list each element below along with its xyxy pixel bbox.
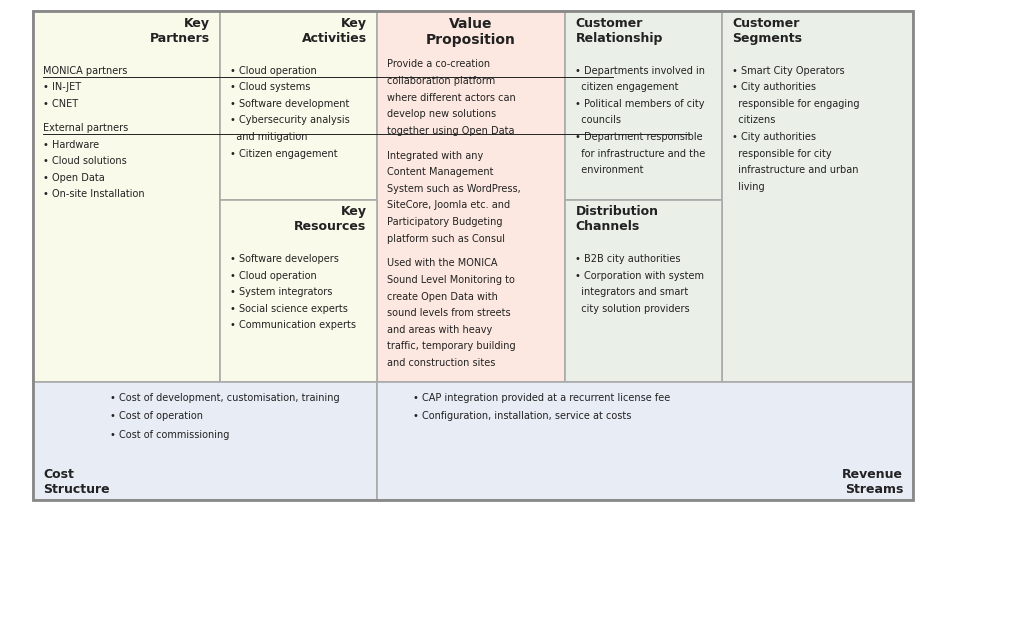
Bar — [220, 11, 377, 200]
Text: traffic, temporary building: traffic, temporary building — [387, 341, 516, 352]
Text: • Software development: • Software development — [230, 99, 350, 109]
Text: responsible for city: responsible for city — [732, 149, 831, 159]
Text: councils: councils — [575, 115, 622, 126]
Text: together using Open Data: together using Open Data — [387, 126, 515, 136]
Text: • Cost of commissioning: • Cost of commissioning — [110, 429, 229, 440]
Text: • Departments involved in: • Departments involved in — [575, 66, 706, 76]
Text: • Cost of development, customisation, training: • Cost of development, customisation, tr… — [110, 393, 339, 403]
Text: SiteCore, Joomla etc. and: SiteCore, Joomla etc. and — [387, 200, 510, 211]
Text: • B2B city authorities: • B2B city authorities — [575, 254, 681, 264]
Text: • Cloud solutions: • Cloud solutions — [43, 156, 127, 166]
Text: • Cloud operation: • Cloud operation — [230, 271, 317, 281]
Text: • Configuration, installation, service at costs: • Configuration, installation, service a… — [413, 412, 631, 421]
Bar — [565, 11, 722, 200]
Text: city solution providers: city solution providers — [575, 304, 690, 314]
Text: Value
Proposition: Value Proposition — [426, 17, 516, 47]
Bar — [377, 11, 565, 382]
Text: and construction sites: and construction sites — [387, 358, 496, 368]
Text: Revenue
Streams: Revenue Streams — [842, 468, 903, 496]
Text: • On-site Installation: • On-site Installation — [43, 189, 144, 199]
Text: • IN-JET: • IN-JET — [43, 82, 81, 93]
Bar — [33, 11, 913, 500]
Text: • Smart City Operators: • Smart City Operators — [732, 66, 845, 76]
Text: where different actors can: where different actors can — [387, 93, 516, 103]
Text: Sound Level Monitoring to: Sound Level Monitoring to — [387, 275, 515, 285]
Text: sound levels from streets: sound levels from streets — [387, 308, 511, 318]
Text: • Cloud operation: • Cloud operation — [230, 66, 317, 76]
Text: and mitigation: and mitigation — [230, 132, 308, 142]
Text: Content Management: Content Management — [387, 167, 494, 177]
Text: • City authorities: • City authorities — [732, 132, 816, 142]
Text: • Cloud systems: • Cloud systems — [230, 82, 310, 93]
Text: Distribution
Channels: Distribution Channels — [575, 205, 658, 233]
Text: and areas with heavy: and areas with heavy — [387, 325, 493, 335]
Bar — [565, 200, 722, 382]
Text: • Citizen engagement: • Citizen engagement — [230, 149, 338, 159]
Text: create Open Data with: create Open Data with — [387, 292, 498, 302]
Text: • CAP integration provided at a recurrent license fee: • CAP integration provided at a recurren… — [413, 393, 670, 403]
Text: platform such as Consul: platform such as Consul — [387, 234, 505, 244]
Text: Key
Partners: Key Partners — [150, 17, 210, 45]
Text: • Communication experts: • Communication experts — [230, 320, 356, 330]
Text: Provide a co-creation: Provide a co-creation — [387, 59, 490, 70]
Text: infrastructure and urban: infrastructure and urban — [732, 165, 859, 175]
Text: • Political members of city: • Political members of city — [575, 99, 705, 109]
Text: System such as WordPress,: System such as WordPress, — [387, 184, 521, 194]
Text: living: living — [732, 182, 765, 192]
Bar — [377, 382, 913, 500]
Text: Participatory Budgeting: Participatory Budgeting — [387, 217, 503, 227]
Text: • Software developers: • Software developers — [230, 254, 339, 264]
Bar — [220, 200, 377, 382]
Text: integrators and smart: integrators and smart — [575, 287, 689, 297]
Text: environment: environment — [575, 165, 644, 175]
Text: • System integrators: • System integrators — [230, 287, 333, 297]
Text: • Open Data: • Open Data — [43, 173, 104, 182]
Text: Customer
Segments: Customer Segments — [732, 17, 802, 45]
Text: responsible for engaging: responsible for engaging — [732, 99, 860, 109]
Bar — [722, 11, 913, 382]
Text: • CNET: • CNET — [43, 99, 78, 109]
Text: External partners: External partners — [43, 123, 128, 133]
Bar — [33, 11, 220, 382]
Text: citizen engagement: citizen engagement — [575, 82, 679, 93]
Text: for infrastructure and the: for infrastructure and the — [575, 149, 706, 159]
Text: MONICA partners: MONICA partners — [43, 66, 127, 76]
Text: • Cybersecurity analysis: • Cybersecurity analysis — [230, 115, 350, 126]
Text: • Department responsible: • Department responsible — [575, 132, 703, 142]
Text: develop new solutions: develop new solutions — [387, 109, 497, 119]
Text: • Social science experts: • Social science experts — [230, 304, 348, 314]
Text: citizens: citizens — [732, 115, 775, 126]
Text: Used with the MONICA: Used with the MONICA — [387, 258, 498, 269]
Text: Customer
Relationship: Customer Relationship — [575, 17, 663, 45]
Text: Key
Resources: Key Resources — [294, 205, 367, 233]
Text: • Corporation with system: • Corporation with system — [575, 271, 705, 281]
Text: • Cost of operation: • Cost of operation — [110, 412, 203, 421]
Text: Key
Activities: Key Activities — [301, 17, 367, 45]
Text: Cost
Structure: Cost Structure — [43, 468, 110, 496]
Text: Integrated with any: Integrated with any — [387, 151, 483, 161]
Bar — [33, 382, 377, 500]
Text: • Hardware: • Hardware — [43, 140, 99, 149]
Text: collaboration platform: collaboration platform — [387, 76, 496, 86]
Text: • City authorities: • City authorities — [732, 82, 816, 93]
